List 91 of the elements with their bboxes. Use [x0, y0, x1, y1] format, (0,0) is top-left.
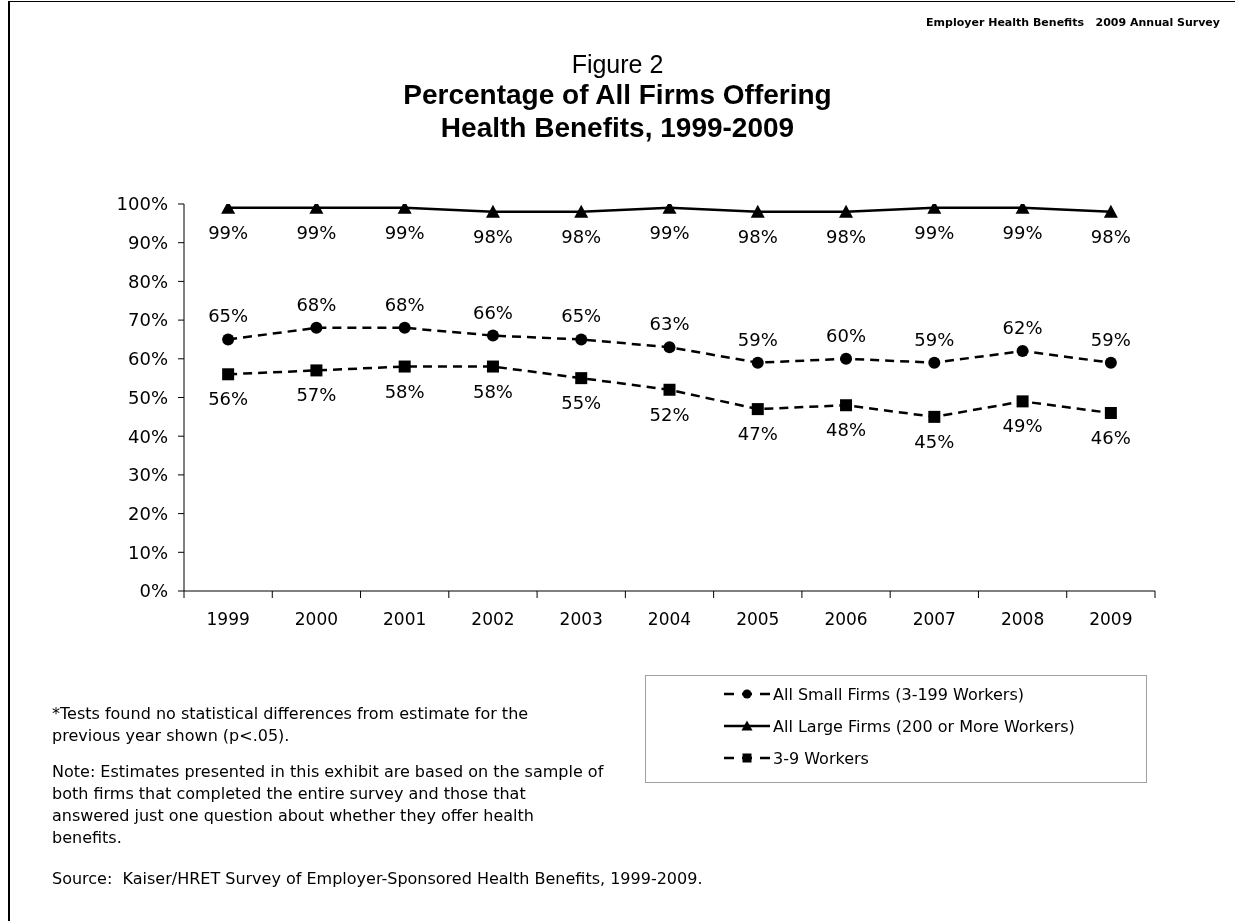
data-label: 49% [1002, 414, 1043, 436]
point [1104, 356, 1117, 369]
point [485, 204, 500, 218]
data-label: 63% [649, 312, 690, 334]
x-tick-label: 2007 [912, 609, 956, 629]
point [840, 399, 853, 412]
y-tick-label: 10% [127, 541, 168, 563]
data-label: 65% [561, 304, 602, 326]
data-label: 98% [561, 225, 602, 247]
point [222, 368, 235, 381]
data-label: 60% [826, 324, 867, 346]
point [486, 360, 499, 373]
data-label: 99% [208, 221, 249, 243]
y-tick-label: 50% [127, 386, 168, 408]
point [486, 329, 499, 342]
x-tick-label: 2006 [824, 609, 868, 629]
data-label: 98% [737, 225, 778, 247]
point [751, 356, 764, 369]
data-label: 62% [1002, 316, 1043, 338]
data-label: 65% [208, 304, 249, 326]
point [575, 372, 588, 385]
data-label: 58% [384, 380, 425, 402]
point [751, 403, 764, 416]
point [1104, 406, 1117, 419]
source-note: Source: Kaiser/HRET Survey of Employer-Sponsored Health Benefits, 1999-2009. [52, 868, 703, 890]
y-tick-label: 60% [127, 348, 168, 370]
y-tick-label: 100% [116, 193, 168, 215]
data-label: 58% [472, 380, 513, 402]
data-label: 98% [472, 225, 513, 247]
point [222, 333, 235, 346]
y-tick-label: 90% [127, 232, 168, 254]
x-tick-label: 2009 [1089, 609, 1133, 629]
x-tick-label: 2000 [294, 609, 339, 629]
chart-title: Figure 2 [570, 50, 665, 78]
point [398, 360, 411, 373]
data-label: 98% [826, 225, 867, 247]
data-label: 99% [649, 221, 690, 243]
data-label: 46% [1090, 426, 1131, 448]
data-label: 59% [737, 328, 778, 350]
point [750, 204, 765, 218]
x-tick-label: 2003 [559, 609, 603, 629]
point [574, 204, 589, 218]
text: *Tests found no statistical differences from estimate for the previous year shown (p<.05). [52, 703, 530, 747]
data-label: 48% [826, 418, 867, 440]
data-label: 57% [296, 383, 337, 405]
point [928, 356, 941, 369]
x-tick-label: 2005 [736, 609, 780, 629]
point [928, 410, 941, 423]
point [310, 321, 323, 334]
point [310, 364, 323, 377]
data-label: 99% [914, 221, 955, 243]
y-tick-label: 0% [139, 580, 168, 602]
data-label: 55% [561, 391, 602, 413]
legend-label: All Small Firms (3-199 Workers) [773, 684, 1024, 704]
y-tick-label: 30% [127, 464, 168, 486]
point [1016, 345, 1029, 358]
chart-subtitle: Percentage of All Firms Offering Health Benefits, 1999-2009 [402, 78, 833, 144]
data-label: 99% [384, 221, 425, 243]
data-label: 56% [208, 387, 249, 409]
legend-label: All Large Firms (200 or More Workers) [773, 716, 1075, 736]
data-label: 68% [384, 293, 425, 315]
point [1103, 204, 1118, 218]
text: Employer Health Benefits 2009 Annual Survey [926, 16, 1220, 29]
data-label: 68% [296, 293, 337, 315]
point [575, 333, 588, 346]
x-tick-label: 2008 [1000, 609, 1045, 629]
data-label: 45% [914, 430, 955, 452]
data-label: 98% [1090, 225, 1131, 247]
point [663, 341, 676, 354]
y-tick-label: 70% [127, 309, 168, 331]
data-label: 66% [472, 301, 513, 323]
data-label: 99% [296, 221, 337, 243]
point [1016, 395, 1029, 408]
y-tick-label: 40% [127, 425, 168, 447]
y-tick-label: 20% [127, 502, 168, 524]
y-tick-label: 80% [127, 270, 168, 292]
legend-label: 3-9 Workers [773, 748, 869, 768]
data-label: 52% [649, 403, 690, 425]
text: Note: Estimates presented in this exhibit are based on the sample of both firms that completed the entire survey and those that answered just one question about whether they offer health benefits. [52, 761, 604, 849]
data-label: 99% [1002, 221, 1043, 243]
point [398, 321, 411, 334]
x-tick-label: 2001 [383, 609, 427, 629]
data-label: 59% [914, 328, 955, 350]
x-tick-label: 1999 [206, 609, 250, 629]
data-label: 47% [737, 422, 778, 444]
point [663, 383, 676, 396]
point [839, 204, 854, 218]
x-tick-label: 2004 [647, 609, 692, 629]
x-tick-label: 2002 [471, 609, 515, 629]
point [840, 352, 853, 365]
data-label: 59% [1090, 328, 1131, 350]
